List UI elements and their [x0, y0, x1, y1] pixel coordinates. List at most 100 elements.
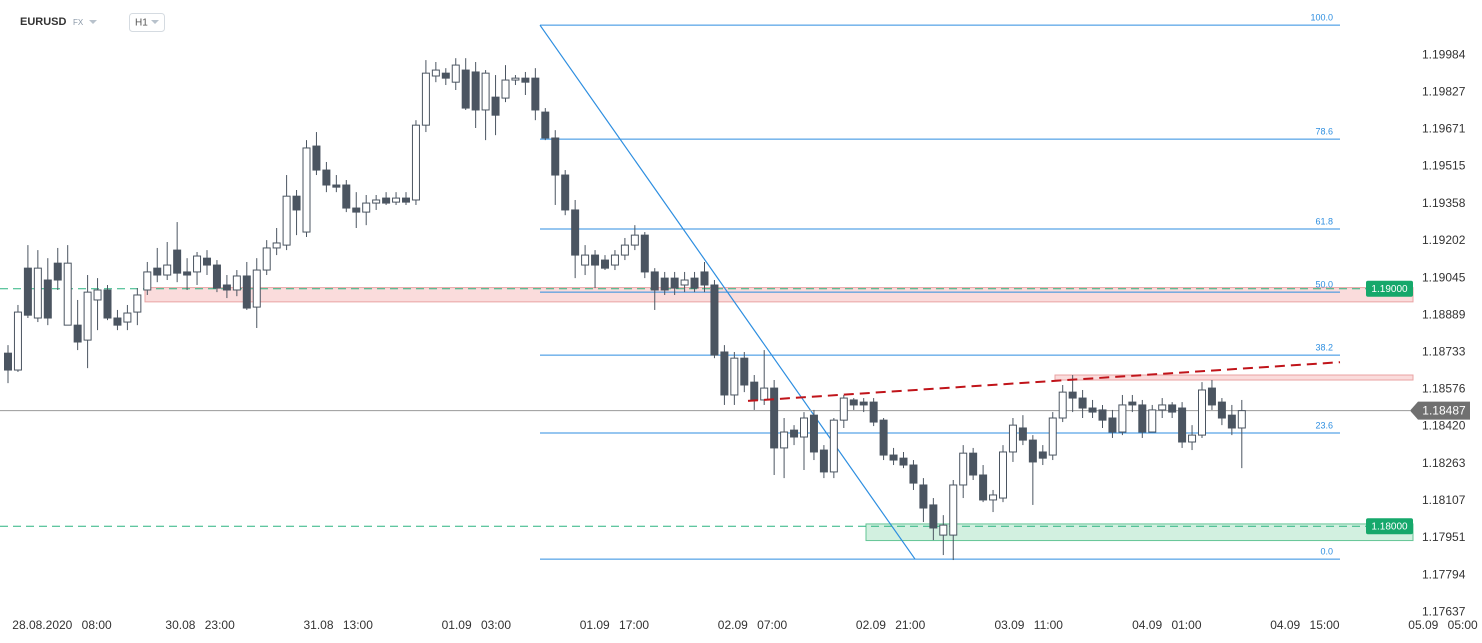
y-tick-label: 1.19045: [1422, 270, 1466, 284]
y-tick-label: 1.18889: [1422, 307, 1466, 321]
candle-body: [1068, 391, 1077, 399]
candle-body: [322, 169, 331, 186]
y-tick-label: 1.18107: [1422, 493, 1466, 507]
timeframe-select[interactable]: [129, 13, 165, 32]
candle-body: [431, 69, 440, 77]
candle-body: [272, 242, 281, 249]
candle-body: [481, 72, 490, 111]
candle-body: [242, 275, 251, 309]
candle-body: [680, 279, 689, 286]
candle-body: [1227, 414, 1236, 429]
y-tick-label: 1.18263: [1422, 456, 1466, 470]
fib-label: 38.2: [1315, 342, 1333, 352]
candle-body: [1188, 434, 1197, 443]
trendline: [747, 361, 1341, 402]
market: FX: [73, 18, 84, 27]
candle-body: [421, 72, 430, 126]
candle-body: [352, 207, 361, 213]
y-tick-label: 1.18733: [1422, 344, 1466, 358]
candle-body: [899, 457, 908, 466]
x-tick-label: 04.09 15:00: [1270, 618, 1340, 632]
x-tick-label: 02.09 07:00: [718, 618, 788, 632]
candle-body: [979, 474, 988, 501]
candle-body: [800, 417, 808, 438]
candle-body: [1028, 439, 1037, 463]
candle-body: [939, 524, 948, 536]
candle-body: [342, 184, 351, 209]
x-tick-label: 01.09 17:00: [580, 618, 650, 632]
candle-body: [1198, 389, 1206, 436]
y-tick-label: 1.17794: [1422, 567, 1466, 581]
candle-body: [153, 267, 162, 276]
candle-body: [1168, 404, 1177, 413]
candle-body: [819, 449, 828, 473]
candle-body: [630, 234, 639, 246]
candle-body: [551, 137, 560, 176]
y-tick-label: 1.19515: [1422, 159, 1466, 173]
candle-body: [1138, 404, 1147, 433]
candle-body: [690, 277, 699, 289]
candle-body: [919, 484, 928, 509]
candle-body: [610, 254, 619, 266]
candle-body: [909, 464, 918, 484]
candle-body: [730, 357, 739, 396]
fib-label: 61.8: [1315, 216, 1333, 226]
candle-body: [1078, 397, 1087, 409]
candle-body: [700, 271, 709, 286]
candle-body: [710, 284, 719, 356]
candle-body: [1178, 407, 1187, 443]
candle-body: [969, 452, 978, 476]
candle-body: [670, 277, 679, 289]
level-tag-label: 1.19000: [1371, 284, 1408, 295]
candle-body: [790, 429, 799, 438]
candle-body: [889, 454, 898, 461]
candle-body: [1207, 387, 1216, 406]
candle-body: [362, 202, 371, 213]
last-price-tag: [1410, 401, 1470, 420]
x-tick-label: 02.09 21:00: [856, 618, 926, 632]
candle-body: [521, 77, 530, 83]
candle-body: [839, 397, 848, 421]
candle-body: [292, 195, 301, 211]
dropdown-arrow[interactable]: [89, 20, 97, 24]
candle-body: [173, 249, 182, 274]
candle-body: [1048, 417, 1057, 456]
candle-body: [252, 269, 261, 308]
x-tick-label: 03.09 11:00: [994, 618, 1063, 632]
timeframe[interactable]: H1: [135, 18, 148, 29]
x-tick-label: 05.09 05:00: [1408, 618, 1478, 632]
y-tick-label: 1.18576: [1422, 382, 1466, 396]
candle-body: [461, 69, 470, 109]
candle-body: [531, 77, 540, 111]
dropdown-arrow[interactable]: [151, 20, 159, 24]
candle-body: [650, 271, 659, 291]
candle-body: [829, 419, 838, 473]
candle-body: [750, 381, 759, 401]
y-tick-label: 1.19827: [1422, 85, 1466, 99]
candle-body: [760, 387, 769, 401]
candle-body: [332, 184, 341, 188]
last-price-label: 1.18487: [1422, 403, 1466, 417]
candle-body: [392, 197, 401, 203]
level-tag: [1366, 280, 1413, 297]
candle-body: [73, 324, 82, 343]
candle-body: [1148, 409, 1157, 433]
candle-body: [183, 271, 192, 276]
candle-body: [133, 294, 142, 313]
candle-body: [989, 494, 998, 501]
symbol[interactable]: EURUSD: [20, 16, 67, 28]
candle-body: [222, 284, 231, 291]
candle-body: [561, 174, 570, 211]
candle-body: [849, 399, 858, 406]
candle-body: [620, 244, 629, 256]
candle-body: [511, 77, 520, 81]
candle-body: [859, 401, 868, 406]
candle-body: [193, 255, 202, 273]
fib-label: 23.6: [1315, 420, 1333, 430]
candle-body: [4, 352, 12, 371]
candle-body: [1088, 407, 1097, 413]
candle-body: [780, 431, 789, 449]
candle-body: [1018, 427, 1027, 441]
candle-body: [63, 262, 72, 326]
candle-body: [13, 311, 22, 371]
